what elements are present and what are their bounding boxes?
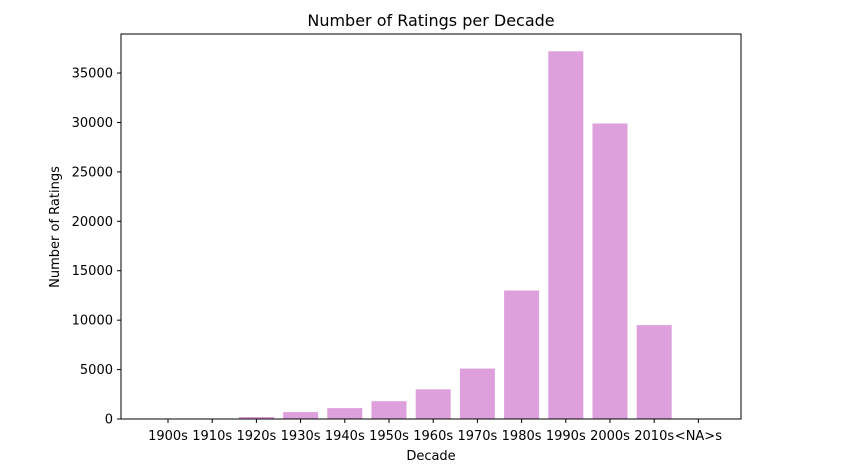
- y-tick-label: 20000: [72, 215, 113, 230]
- x-tick-label: 1980s: [502, 429, 542, 444]
- y-tick-label: 10000: [72, 314, 113, 329]
- y-tick-label: 25000: [72, 165, 113, 180]
- y-tick-label: 35000: [72, 67, 113, 82]
- x-axis-label: Decade: [406, 449, 455, 464]
- x-tick-label: 2000s: [590, 429, 630, 444]
- bar-1990s: [548, 51, 584, 420]
- bar-1960s: [415, 389, 451, 419]
- plot-frame: [120, 33, 742, 420]
- x-axis: 1900s 1910s 1920s 1930s 1940s 1950s 1960s 1970s…: [148, 419, 722, 444]
- x-tick-label: 1930s: [281, 429, 321, 444]
- y-tick-label: 15000: [72, 264, 113, 279]
- chart-title: Number of Ratings per Decade: [307, 11, 554, 30]
- bar-2010s: [636, 325, 672, 419]
- x-tick-label: 1990s: [546, 429, 586, 444]
- bar-2000s: [592, 123, 628, 419]
- x-tick-label: 1940s: [325, 429, 365, 444]
- y-tick-label: 30000: [72, 116, 113, 131]
- bar-1940s: [327, 408, 363, 419]
- bar-1930s: [283, 412, 319, 419]
- bar-1950s: [371, 401, 407, 419]
- y-tick-label: 0: [105, 413, 113, 428]
- x-tick-label: 1960s: [413, 429, 453, 444]
- bar-1970s: [459, 368, 495, 419]
- x-tick-label: 1950s: [369, 429, 409, 444]
- bar-1980s: [504, 290, 540, 419]
- bar-1920s: [238, 417, 274, 419]
- bars-group: [150, 51, 672, 420]
- y-axis: 0 5000 10000 15000 20000 25000 30000 35000: [72, 67, 121, 428]
- x-tick-label: 1900s: [148, 429, 188, 444]
- y-axis-label: Number of Ratings: [48, 166, 63, 288]
- x-tick-label: 1970s: [457, 429, 497, 444]
- y-tick-label: 5000: [80, 363, 113, 378]
- x-tick-label: 1910s: [192, 429, 232, 444]
- x-tick-label: <NA>s: [675, 429, 722, 444]
- x-tick-label: 2010s: [634, 429, 674, 444]
- x-tick-label: 1920s: [236, 429, 276, 444]
